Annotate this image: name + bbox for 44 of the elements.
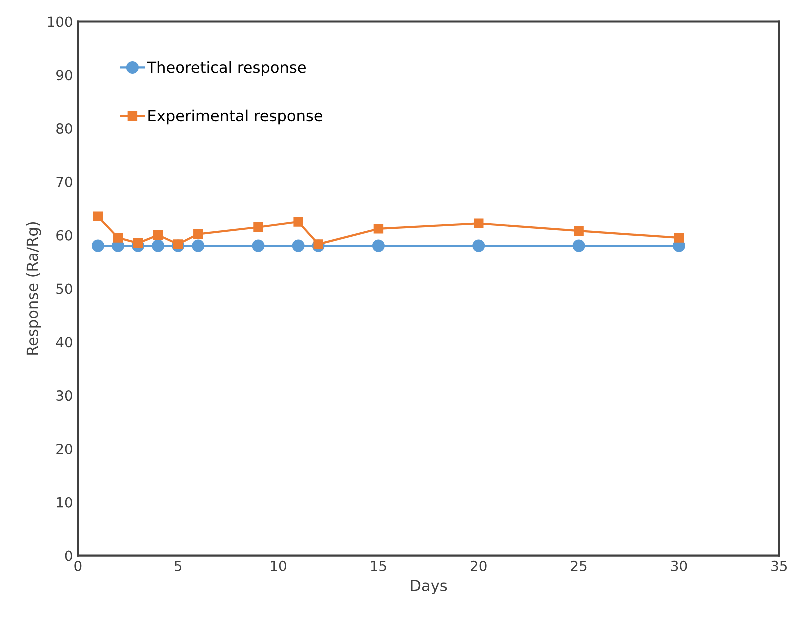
point [294, 217, 304, 227]
point [92, 240, 104, 252]
x-tick-label: 0 [74, 560, 82, 572]
point [192, 240, 205, 252]
point [372, 240, 385, 252]
y-axis-title: Response (Ra/Rg) [26, 222, 42, 355]
point [152, 240, 165, 252]
point [252, 240, 265, 252]
point [93, 212, 104, 222]
y-tick-label: 60 [56, 230, 72, 241]
x-tick-label: 35 [772, 560, 788, 572]
y-tick-label: 70 [56, 176, 72, 188]
point [674, 233, 684, 243]
y-tick-label: 100 [48, 16, 72, 28]
x-tick-label: 30 [671, 560, 688, 572]
point [572, 240, 586, 252]
x-tick-label: 20 [471, 560, 487, 572]
point [153, 230, 164, 240]
point [292, 240, 305, 252]
y-tick-label: 40 [56, 337, 72, 348]
point [113, 233, 124, 243]
point [254, 222, 264, 232]
x-tick-label: 5 [175, 561, 182, 572]
y-tick-label: 90 [56, 70, 72, 81]
point [314, 240, 324, 250]
point [194, 229, 204, 240]
x-tick-label: 10 [271, 560, 286, 572]
x-axis-title: Days [411, 580, 448, 594]
legend-label: Experimental response [148, 110, 323, 125]
legend-label: Theoretical response [147, 61, 306, 76]
y-tick-label: 30 [56, 390, 72, 402]
x-tick-label: 15 [371, 561, 386, 572]
point [374, 224, 384, 234]
y-tick-label: 50 [56, 284, 72, 294]
point [574, 226, 584, 236]
y-tick-label: 0 [65, 550, 72, 562]
point [133, 238, 144, 248]
y-tick-label: 80 [56, 124, 72, 134]
point [173, 240, 184, 250]
x-tick-label: 25 [571, 560, 587, 572]
point [474, 218, 484, 228]
point [472, 240, 486, 252]
y-tick-label: 20 [56, 444, 72, 454]
y-tick-label: 10 [57, 497, 72, 508]
